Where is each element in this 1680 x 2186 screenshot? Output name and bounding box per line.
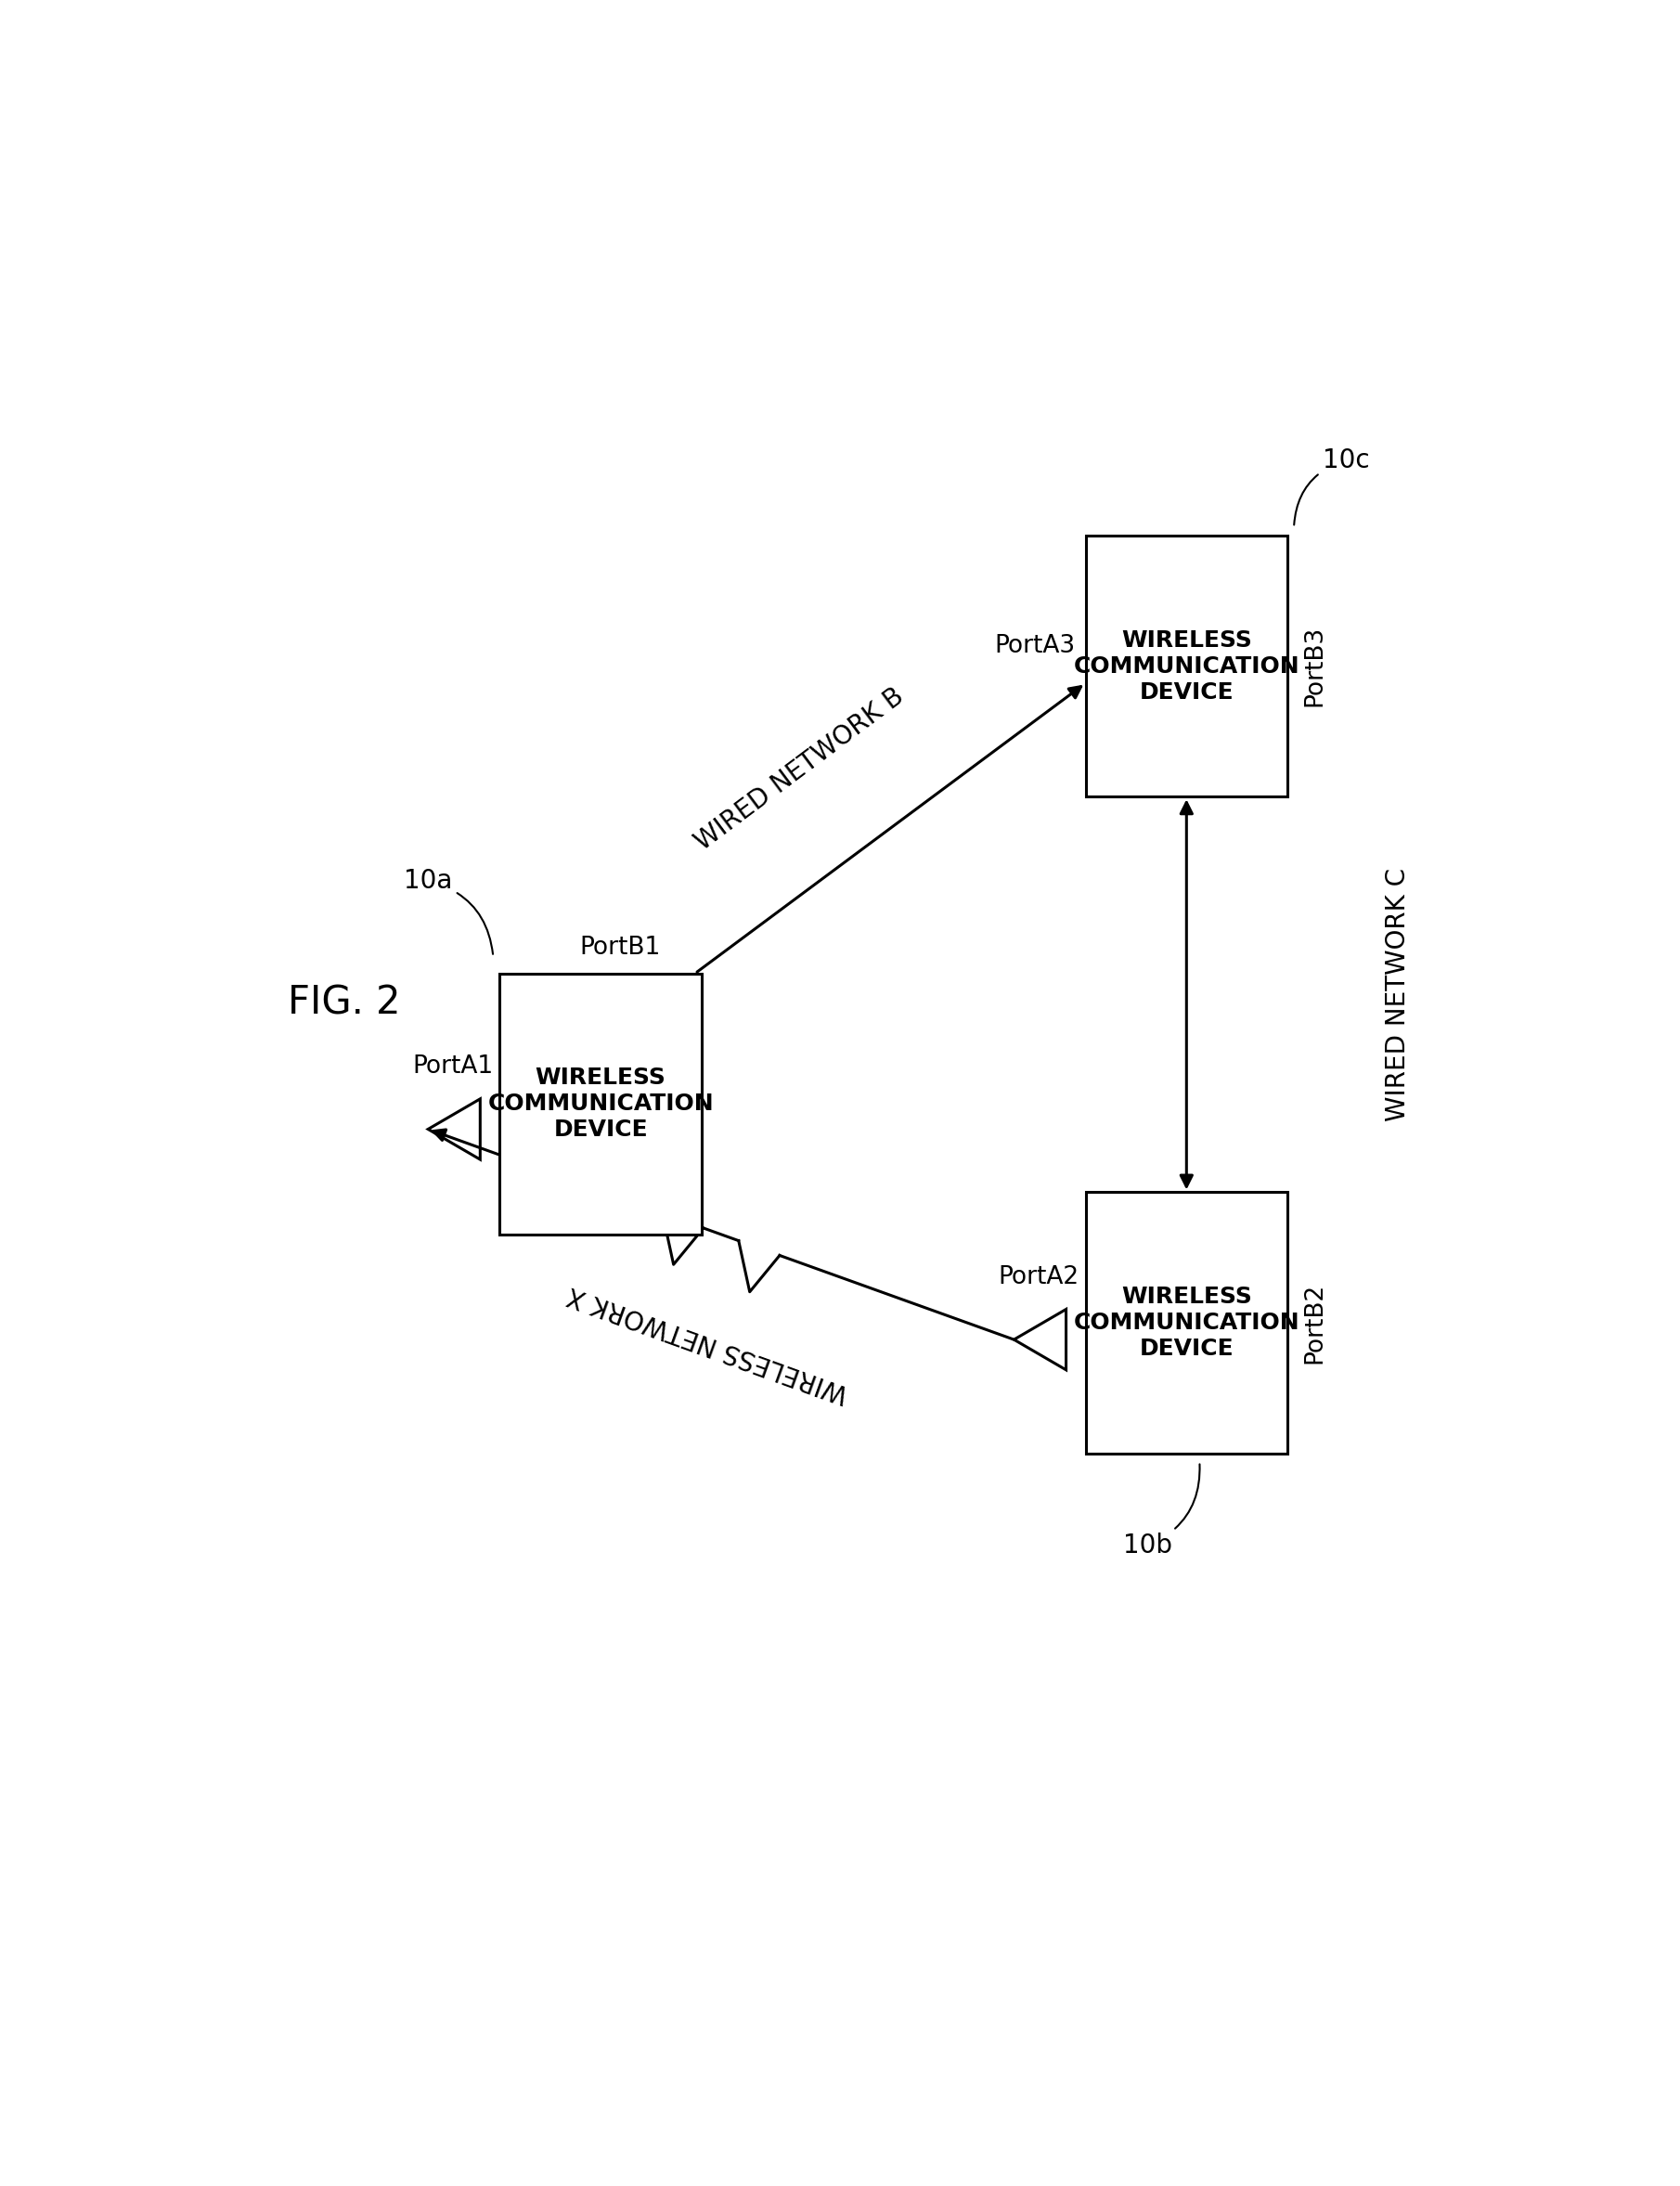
Text: WIRELESS
COMMUNICATION
DEVICE: WIRELESS COMMUNICATION DEVICE	[1074, 630, 1300, 704]
Text: PortA2: PortA2	[998, 1266, 1079, 1290]
Text: PortA3: PortA3	[995, 634, 1075, 658]
Text: WIRED NETWORK B: WIRED NETWORK B	[690, 682, 909, 855]
FancyBboxPatch shape	[1085, 536, 1287, 796]
Text: PortB2: PortB2	[1304, 1283, 1327, 1364]
Text: 10c: 10c	[1294, 448, 1369, 525]
Text: WIRELESS
COMMUNICATION
DEVICE: WIRELESS COMMUNICATION DEVICE	[1074, 1285, 1300, 1360]
Text: WIRED NETWORK C: WIRED NETWORK C	[1384, 868, 1411, 1121]
Text: PortB3: PortB3	[1304, 625, 1327, 706]
Text: 10a: 10a	[403, 868, 492, 953]
Text: FIG. 2: FIG. 2	[289, 984, 402, 1023]
Text: PortA1: PortA1	[412, 1054, 494, 1078]
Text: PortB1: PortB1	[580, 936, 660, 960]
FancyBboxPatch shape	[1085, 1191, 1287, 1454]
Text: WIRELESS NETWORK X: WIRELESS NETWORK X	[564, 1281, 852, 1406]
Text: WIRELESS
COMMUNICATION
DEVICE: WIRELESS COMMUNICATION DEVICE	[487, 1067, 714, 1141]
FancyBboxPatch shape	[499, 973, 702, 1235]
Text: 10b: 10b	[1122, 1465, 1200, 1559]
